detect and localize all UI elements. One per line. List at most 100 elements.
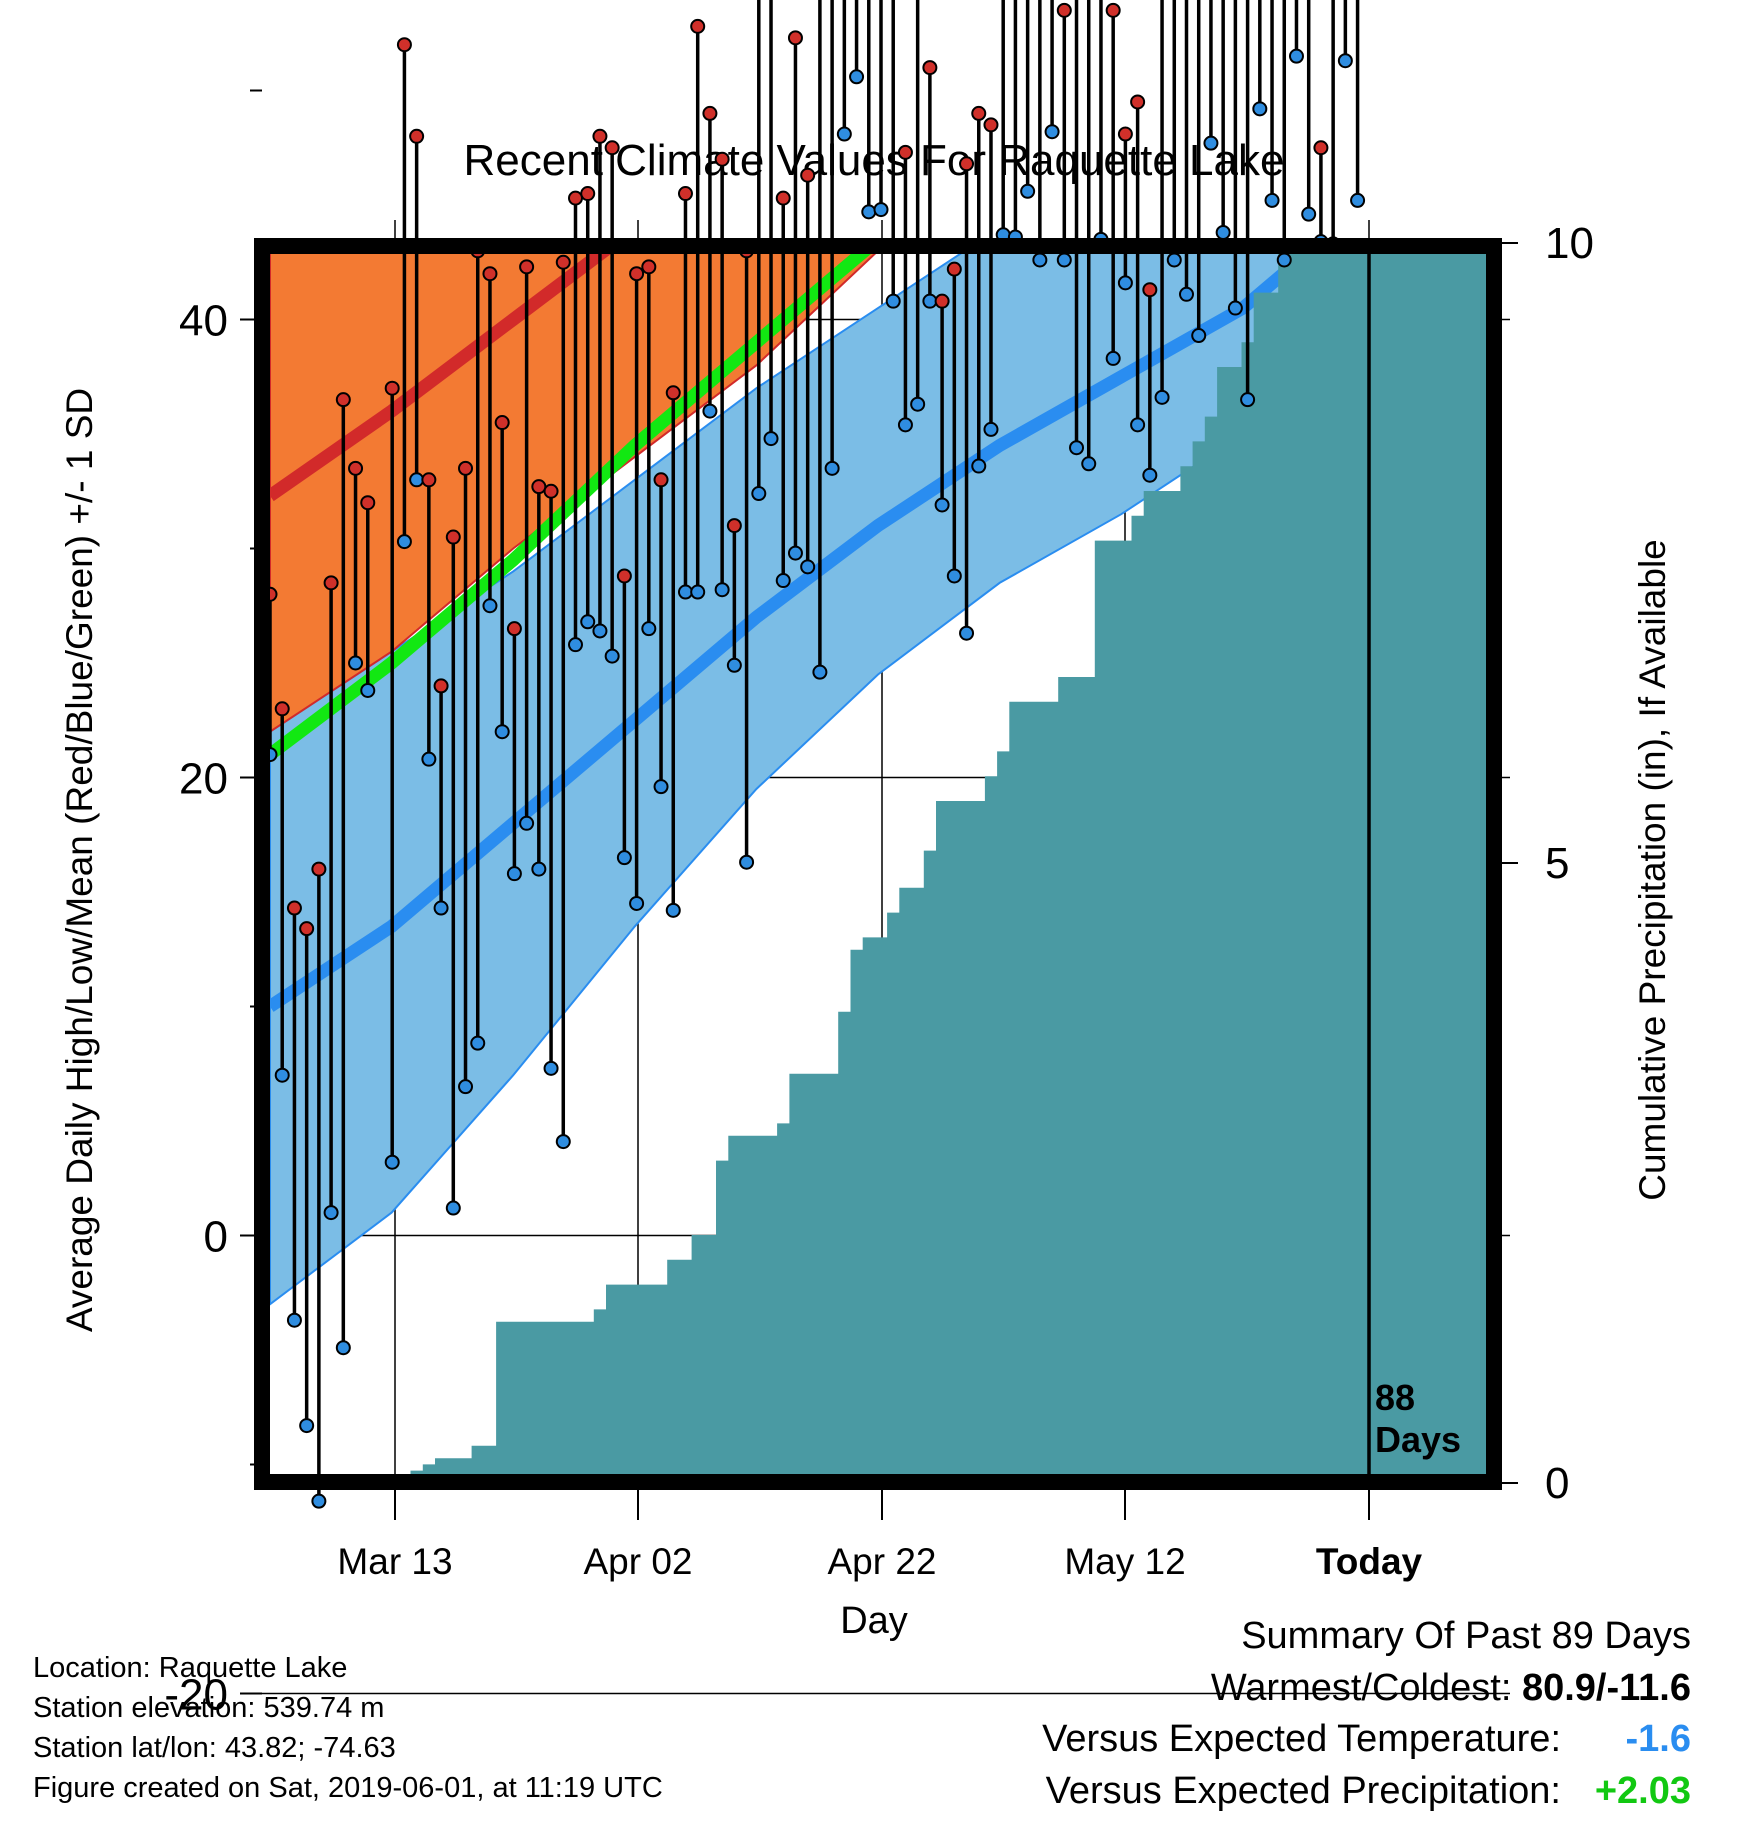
daily-low-point	[922, 293, 938, 309]
station-info: Location: Raquette Lake Station elevatio…	[33, 1648, 663, 1808]
daily-high-point	[494, 415, 510, 431]
daily-low-point	[323, 1205, 339, 1221]
x-tick-label: Apr 22	[827, 1541, 936, 1582]
daily-low-point	[360, 682, 376, 698]
daily-low-point	[580, 614, 596, 630]
daily-low-point	[494, 724, 510, 740]
daily-low-point	[824, 460, 840, 476]
daily-low-point	[714, 582, 730, 598]
info-latlon: Station lat/lon: 43.82; -74.63	[33, 1732, 396, 1764]
daily-high-point	[653, 472, 669, 488]
daily-high-point	[348, 460, 364, 476]
daily-high-point	[531, 479, 547, 495]
daily-low-point	[519, 815, 535, 831]
x-tick-label: Apr 02	[583, 1541, 692, 1582]
daily-low-point	[1240, 392, 1256, 408]
daily-high-point	[971, 105, 987, 121]
summary-warm-cold: Warmest/Coldest: 80.9/-11.6	[1211, 1667, 1691, 1710]
daily-high-point	[959, 156, 975, 172]
today-days-number: 88	[1375, 1377, 1415, 1418]
daily-low-point	[274, 1067, 290, 1083]
daily-low-point	[592, 623, 608, 639]
daily-low-point	[604, 648, 620, 664]
daily-high-point	[555, 254, 571, 270]
daily-low-point	[433, 900, 449, 916]
daily-high-point	[1056, 2, 1072, 18]
y2-axis-label: Cumulative Precipitation (in), If Availa…	[1632, 539, 1673, 1201]
daily-high-point	[677, 186, 693, 202]
y-tick-label: -20	[164, 1671, 228, 1720]
daily-low-point	[568, 637, 583, 653]
daily-low-point	[384, 1154, 400, 1170]
daily-low-point	[396, 534, 412, 550]
daily-high-point	[384, 380, 400, 396]
info-created: Figure created on Sat, 2019-06-01, at 11…	[33, 1772, 663, 1804]
daily-low-point	[1179, 286, 1194, 302]
daily-high-point	[543, 483, 559, 499]
daily-low-point	[335, 1340, 351, 1356]
precip-area-fill	[270, 254, 1486, 1474]
daily-high-point	[360, 495, 376, 511]
daily-low-point	[1264, 192, 1280, 208]
daily-low-point	[1020, 183, 1036, 199]
daily-low-point	[531, 861, 547, 877]
daily-high-point	[421, 472, 437, 488]
daily-low-point	[470, 1035, 486, 1051]
daily-low-point	[1142, 467, 1158, 483]
daily-high-point	[580, 186, 596, 202]
daily-low-point	[1032, 252, 1048, 268]
precip-area	[270, 254, 1486, 1474]
daily-low-point	[763, 431, 779, 447]
daily-low-point	[726, 657, 742, 673]
daily-high-point	[983, 117, 999, 133]
y2-tick-label: 0	[1545, 1459, 1569, 1508]
daily-high-point	[897, 144, 913, 160]
daily-high-point	[775, 190, 791, 206]
daily-low-point	[629, 895, 645, 911]
daily-low-point	[506, 866, 522, 882]
daily-low-point	[1117, 275, 1133, 291]
daily-low-point	[812, 664, 828, 680]
precip-value: +2.03	[1594, 1770, 1691, 1812]
daily-low-point	[983, 421, 999, 437]
daily-high-point	[726, 518, 742, 534]
daily-low-point	[665, 902, 681, 918]
daily-high-point	[787, 30, 803, 46]
daily-low-point	[348, 655, 364, 671]
daily-high-point	[445, 529, 461, 545]
daily-low-point	[311, 1493, 327, 1509]
daily-low-point	[849, 69, 865, 85]
daily-high-point	[1117, 126, 1133, 142]
info-location: Location: Raquette Lake	[33, 1652, 348, 1684]
info-elevation: Station elevation: 539.74 m	[33, 1692, 385, 1724]
x-axis-label: Day	[840, 1600, 908, 1642]
daily-high-point	[946, 261, 962, 277]
x-tick-label: May 12	[1064, 1541, 1185, 1582]
temp-value: -1.6	[1625, 1718, 1691, 1760]
daily-low-point	[1166, 252, 1182, 268]
daily-low-point	[299, 1418, 315, 1434]
daily-high-point	[922, 60, 938, 76]
daily-low-point	[1130, 417, 1146, 433]
daily-high-point	[1142, 282, 1158, 298]
y2-tick-label: 10	[1545, 219, 1594, 268]
daily-high-point	[568, 190, 583, 206]
daily-high-point	[299, 921, 315, 937]
daily-low-point	[1069, 440, 1085, 456]
daily-high-point	[519, 259, 535, 275]
daily-high-point	[690, 18, 706, 34]
y-axis-label: Average Daily High/Low/Mean (Red/Blue/Gr…	[59, 388, 100, 1332]
daily-high-point	[616, 568, 632, 584]
daily-low-point	[616, 850, 632, 866]
daily-low-point	[1227, 300, 1243, 316]
daily-low-point	[1252, 101, 1268, 117]
daily-low-point	[1350, 192, 1366, 208]
daily-low-point	[421, 751, 437, 767]
today-days-label: Days	[1375, 1419, 1461, 1460]
daily-high-point	[629, 266, 645, 282]
daily-low-point	[482, 598, 498, 614]
summary-title: Summary Of Past 89 Days	[1241, 1615, 1691, 1657]
daily-high-point	[800, 167, 816, 183]
daily-low-point	[1044, 124, 1060, 140]
